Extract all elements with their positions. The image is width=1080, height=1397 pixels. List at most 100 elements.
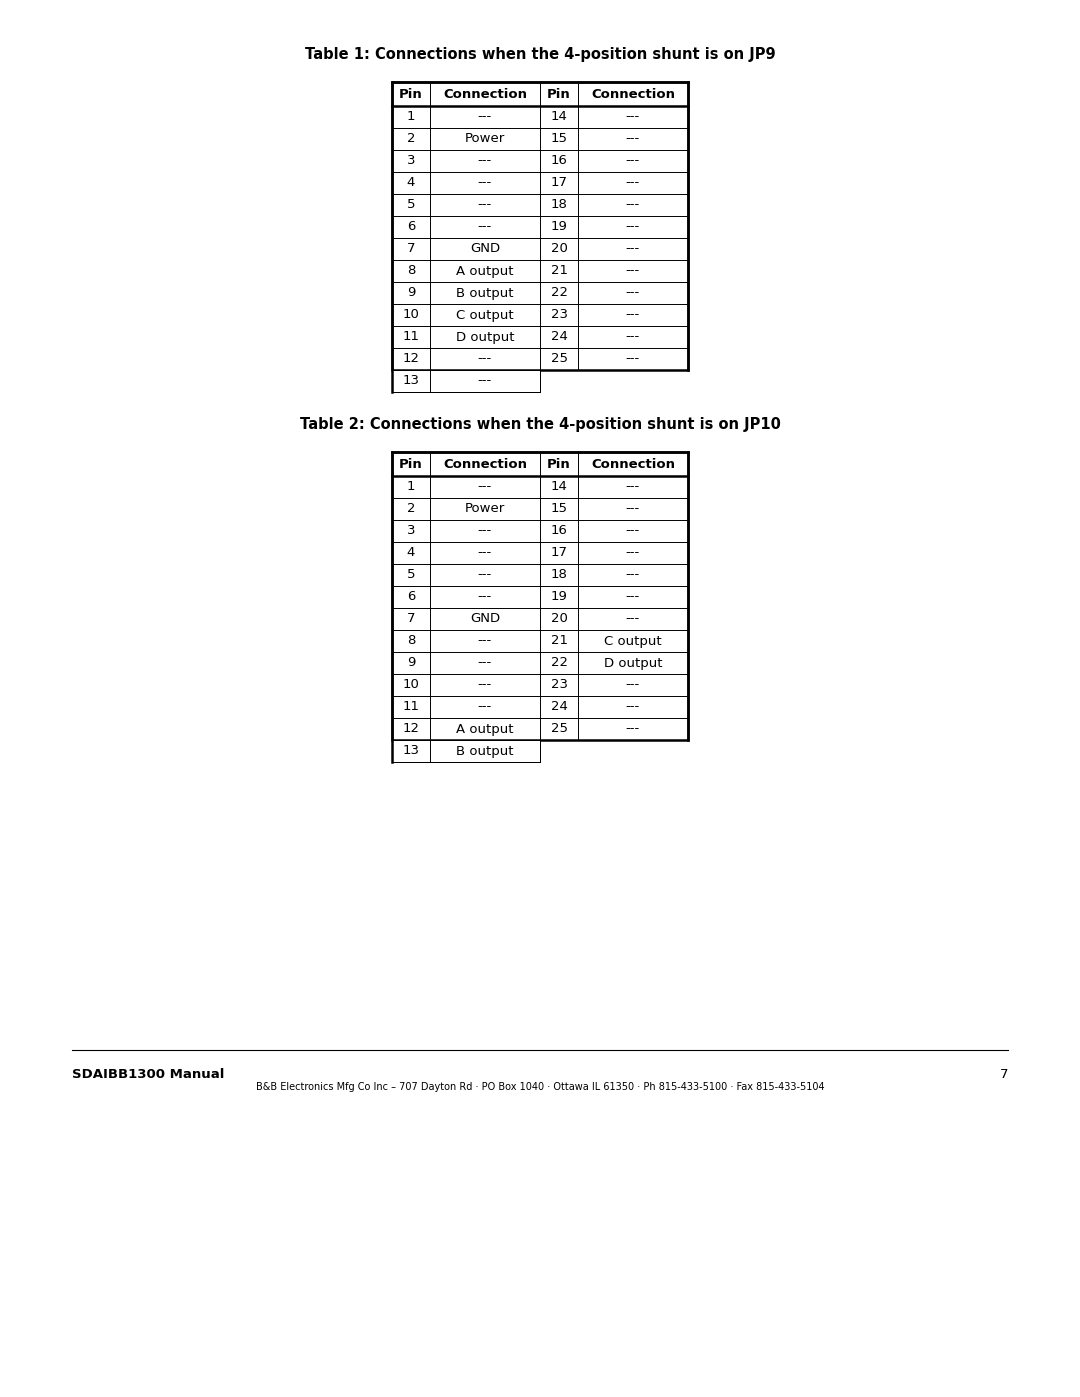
Text: 10: 10	[403, 309, 419, 321]
Text: 11: 11	[403, 331, 419, 344]
Text: ---: ---	[626, 133, 640, 145]
Text: 25: 25	[551, 722, 567, 735]
Text: Connection: Connection	[591, 88, 675, 101]
Text: Power: Power	[464, 503, 505, 515]
Text: ---: ---	[477, 700, 492, 714]
Text: D output: D output	[604, 657, 662, 669]
Text: Connection: Connection	[591, 457, 675, 471]
Text: Pin: Pin	[548, 457, 571, 471]
Text: ---: ---	[626, 286, 640, 299]
Text: GND: GND	[470, 243, 500, 256]
Text: ---: ---	[626, 679, 640, 692]
Text: 9: 9	[407, 286, 415, 299]
Text: 22: 22	[551, 657, 567, 669]
Text: 4: 4	[407, 546, 415, 560]
Text: D output: D output	[456, 331, 514, 344]
Text: 22: 22	[551, 286, 567, 299]
Text: 17: 17	[551, 176, 567, 190]
Text: 16: 16	[551, 155, 567, 168]
Text: ---: ---	[626, 110, 640, 123]
Text: 14: 14	[551, 110, 567, 123]
Text: 7: 7	[407, 612, 415, 626]
Text: 20: 20	[551, 612, 567, 626]
Text: A output: A output	[456, 722, 514, 735]
Text: SDAIBB1300 Manual: SDAIBB1300 Manual	[72, 1067, 225, 1081]
Text: ---: ---	[626, 503, 640, 515]
Text: 1: 1	[407, 110, 415, 123]
Text: 23: 23	[551, 309, 567, 321]
Text: 17: 17	[551, 546, 567, 560]
Text: ---: ---	[626, 352, 640, 366]
Text: 16: 16	[551, 524, 567, 538]
Text: ---: ---	[626, 546, 640, 560]
Text: 12: 12	[403, 352, 419, 366]
Text: B output: B output	[456, 745, 514, 757]
Text: 12: 12	[403, 722, 419, 735]
Text: Power: Power	[464, 133, 505, 145]
Text: 5: 5	[407, 569, 415, 581]
Text: ---: ---	[626, 612, 640, 626]
Text: 13: 13	[403, 374, 419, 387]
Text: ---: ---	[626, 481, 640, 493]
Text: 15: 15	[551, 503, 567, 515]
Text: 6: 6	[407, 591, 415, 604]
Text: 7: 7	[407, 243, 415, 256]
Bar	[392, 370, 540, 393]
Text: 21: 21	[551, 634, 567, 647]
Text: 5: 5	[407, 198, 415, 211]
Text: 18: 18	[551, 198, 567, 211]
Text: 2: 2	[407, 503, 415, 515]
Text: 9: 9	[407, 657, 415, 669]
Text: ---: ---	[626, 591, 640, 604]
Text: 1: 1	[407, 481, 415, 493]
Text: ---: ---	[477, 374, 492, 387]
Text: Pin: Pin	[400, 88, 423, 101]
Text: 24: 24	[551, 331, 567, 344]
Text: ---: ---	[477, 198, 492, 211]
Text: ---: ---	[626, 331, 640, 344]
Text: ---: ---	[477, 634, 492, 647]
Text: 6: 6	[407, 221, 415, 233]
Text: Connection: Connection	[443, 88, 527, 101]
Text: 8: 8	[407, 264, 415, 278]
Text: Pin: Pin	[400, 457, 423, 471]
Bar	[392, 740, 540, 761]
Text: 10: 10	[403, 679, 419, 692]
Text: 18: 18	[551, 569, 567, 581]
Text: C output: C output	[604, 634, 662, 647]
Text: 4: 4	[407, 176, 415, 190]
Text: 2: 2	[407, 133, 415, 145]
Text: ---: ---	[626, 569, 640, 581]
Text: ---: ---	[477, 657, 492, 669]
Bar	[392, 453, 688, 740]
Text: ---: ---	[626, 243, 640, 256]
Text: 8: 8	[407, 634, 415, 647]
Text: ---: ---	[477, 524, 492, 538]
Text: Connection: Connection	[443, 457, 527, 471]
Text: 3: 3	[407, 524, 415, 538]
Text: Pin: Pin	[548, 88, 571, 101]
Text: ---: ---	[626, 309, 640, 321]
Text: ---: ---	[477, 155, 492, 168]
Text: Table 2: Connections when the 4-position shunt is on JP10: Table 2: Connections when the 4-position…	[299, 416, 781, 432]
Text: Table 1: Connections when the 4-position shunt is on JP9: Table 1: Connections when the 4-position…	[305, 47, 775, 61]
Text: ---: ---	[626, 176, 640, 190]
Text: 14: 14	[551, 481, 567, 493]
Text: ---: ---	[477, 221, 492, 233]
Text: 25: 25	[551, 352, 567, 366]
Text: ---: ---	[477, 679, 492, 692]
Text: 7: 7	[999, 1067, 1008, 1081]
Text: ---: ---	[477, 546, 492, 560]
Text: 19: 19	[551, 591, 567, 604]
Text: GND: GND	[470, 612, 500, 626]
Text: ---: ---	[626, 264, 640, 278]
Bar	[392, 82, 688, 370]
Text: 23: 23	[551, 679, 567, 692]
Text: B&B Electronics Mfg Co Inc – 707 Dayton Rd · PO Box 1040 · Ottawa IL 61350 · Ph : B&B Electronics Mfg Co Inc – 707 Dayton …	[256, 1083, 824, 1092]
Text: C output: C output	[456, 309, 514, 321]
Text: ---: ---	[477, 569, 492, 581]
Text: ---: ---	[626, 722, 640, 735]
Text: 20: 20	[551, 243, 567, 256]
Text: ---: ---	[626, 700, 640, 714]
Text: ---: ---	[477, 352, 492, 366]
